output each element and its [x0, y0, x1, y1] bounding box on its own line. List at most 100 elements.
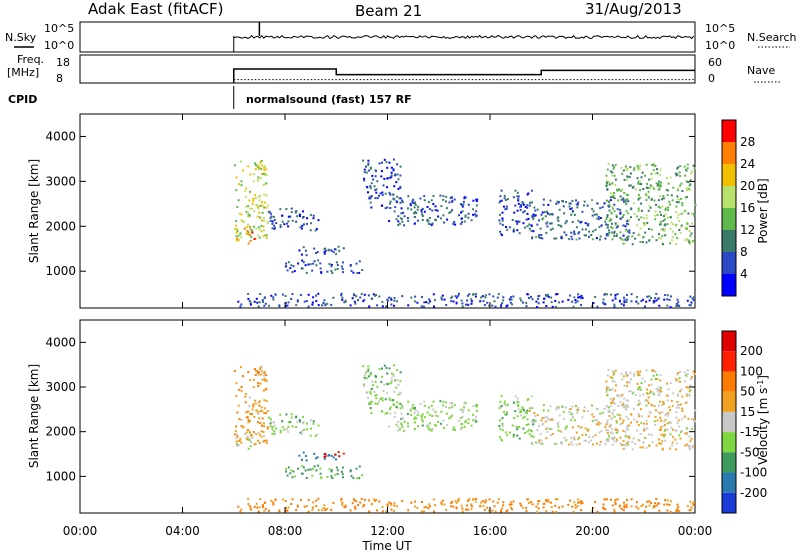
power-datum: [643, 222, 646, 225]
power-datum: [498, 219, 501, 222]
velocity-datum: [572, 510, 575, 513]
velocity-datum: [620, 372, 623, 375]
velocity-datum: [556, 498, 559, 501]
velocity-datum: [514, 410, 517, 413]
power-datum: [417, 219, 419, 222]
velocity-datum: [591, 443, 594, 446]
velocity-datum: [571, 416, 574, 419]
velocity-datum: [257, 412, 260, 415]
power-datum: [655, 182, 658, 185]
velocity-datum: [594, 501, 597, 503]
velocity-datum: [518, 437, 521, 440]
velocity-datum: [262, 506, 264, 509]
power-datum: [234, 224, 237, 227]
power-datum: [298, 249, 301, 252]
velocity-datum: [238, 388, 241, 391]
power-datum: [522, 301, 524, 304]
power-datum: [420, 210, 423, 213]
power-datum: [644, 231, 647, 234]
velocity-datum: [414, 416, 417, 419]
power-datum: [557, 224, 560, 227]
power-datum: [284, 302, 287, 305]
velocity-datum: [569, 499, 572, 502]
power-datum: [620, 303, 623, 305]
power-datum: [370, 297, 373, 300]
velocity-datum: [393, 502, 396, 505]
velocity-datum: [494, 510, 497, 513]
velocity-datum: [367, 369, 370, 372]
power-datum: [630, 216, 632, 219]
power-datum: [397, 220, 400, 223]
power-datum: [658, 183, 661, 186]
power-datum: [628, 229, 631, 232]
velocity-datum: [378, 500, 381, 503]
velocity-datum: [660, 428, 662, 431]
power-datum: [669, 203, 672, 206]
velocity-datum: [392, 373, 395, 376]
power-datum: [660, 181, 663, 184]
velocity-datum: [556, 406, 559, 408]
power-datum: [492, 295, 495, 298]
velocity-datum: [527, 423, 530, 426]
power-datum: [501, 223, 504, 226]
velocity-datum: [651, 441, 654, 444]
velocity-datum: [615, 431, 618, 434]
velocity-datum: [640, 382, 643, 384]
x-tick-label: 20:00: [575, 524, 610, 538]
power-datum: [606, 226, 609, 229]
power-datum: [259, 204, 262, 207]
power-datum: [620, 198, 623, 201]
velocity-datum: [330, 469, 333, 472]
power-datum: [296, 300, 299, 303]
power-datum: [239, 305, 242, 308]
power-datum: [676, 237, 679, 240]
velocity-datum: [425, 506, 428, 509]
power-datum: [246, 223, 249, 226]
velocity-datum: [649, 412, 652, 415]
power-datum: [393, 297, 396, 299]
velocity-datum: [646, 399, 649, 402]
power-datum: [573, 230, 576, 233]
velocity-datum: [526, 412, 529, 415]
power-datum: [261, 164, 264, 167]
power-datum: [497, 293, 500, 296]
velocity-datum: [374, 499, 377, 502]
power-datum: [455, 302, 458, 305]
power-datum: [396, 163, 399, 166]
power-datum: [512, 295, 515, 298]
velocity-datum: [530, 501, 532, 503]
power-datum: [254, 168, 257, 171]
velocity-datum: [636, 370, 639, 373]
power-datum: [261, 211, 264, 214]
power-datum: [621, 188, 624, 191]
power-datum: [613, 197, 616, 200]
power-datum: [638, 168, 641, 171]
velocity-datum: [517, 405, 520, 408]
power-datum: [259, 216, 262, 219]
power-datum: [392, 158, 395, 161]
power-datum: [688, 184, 691, 187]
velocity-datum: [368, 401, 371, 404]
velocity-datum: [569, 413, 572, 416]
velocity-datum: [647, 396, 650, 399]
power-datum: [574, 299, 577, 301]
velocity-datum: [691, 446, 694, 449]
power-datum: [369, 201, 372, 204]
velocity-datum: [242, 426, 245, 429]
nsky-left-tick-bottom: 10^0: [44, 39, 74, 52]
power-datum: [399, 174, 402, 177]
velocity-datum: [625, 415, 628, 418]
power-datum: [503, 194, 506, 197]
velocity-datum: [536, 429, 539, 431]
velocity-datum: [614, 499, 617, 501]
power-datum: [622, 224, 625, 227]
power-datum: [623, 299, 626, 302]
velocity-datum: [652, 505, 655, 508]
power-datum: [463, 197, 466, 200]
velocity-datum: [615, 420, 618, 422]
velocity-datum: [520, 409, 523, 412]
power-datum: [496, 296, 499, 299]
power-datum: [258, 167, 260, 170]
power-datum: [253, 300, 256, 303]
velocity-datum: [516, 397, 519, 400]
